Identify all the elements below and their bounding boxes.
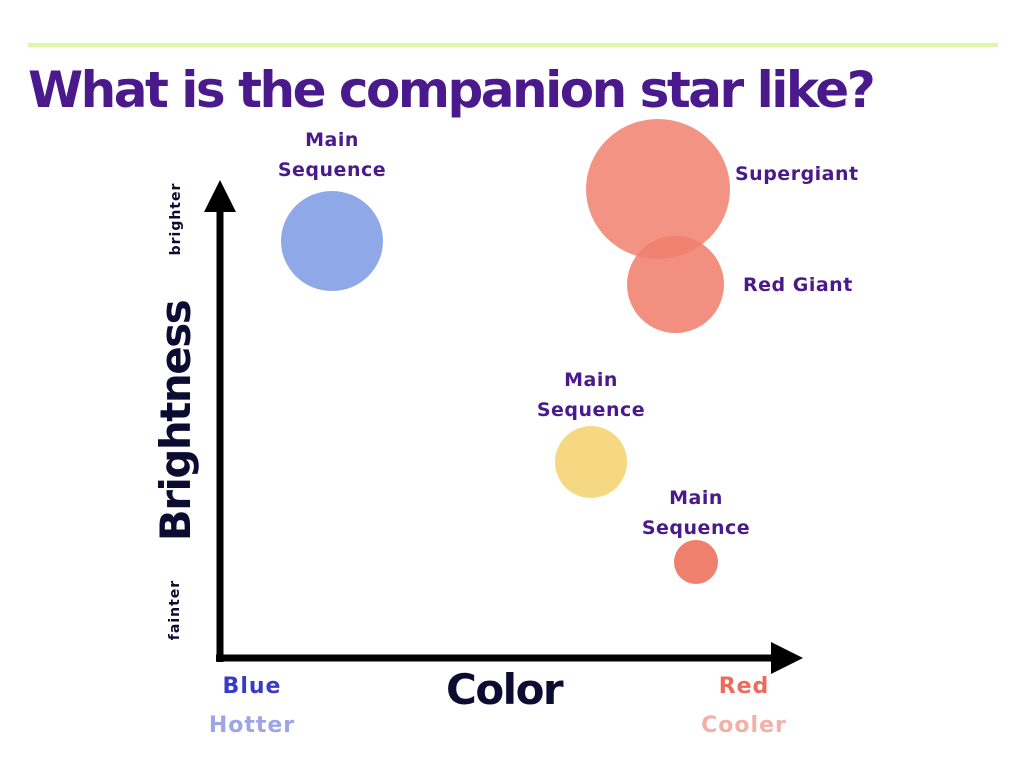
x-axis-right-sublabel: Cooler (701, 713, 787, 738)
x-axis-left-label: Blue (222, 674, 282, 699)
label-blue-main-sequence: Main Sequence (262, 125, 402, 185)
label-yellow-main-sequence: Main Sequence (521, 365, 661, 425)
star-red-main-sequence (674, 540, 718, 584)
x-axis-left-sublabel: Hotter (208, 713, 296, 738)
y-axis-top-label: brighter (168, 182, 184, 256)
star-supergiant (586, 119, 730, 259)
x-axis-title: Color (446, 665, 564, 714)
label-line-2: Sequence (641, 517, 751, 539)
label-line-1: Main (669, 487, 723, 509)
label-line-1: Main (305, 129, 359, 151)
label-supergiant: Supergiant (735, 163, 859, 185)
label-line-1: Main (564, 369, 618, 391)
x-axis-right-label: Red (718, 674, 770, 699)
label-red-giant: Red Giant (743, 274, 853, 296)
y-axis-title: Brightness (151, 300, 200, 542)
slide-title: What is the companion star like? (28, 61, 876, 119)
x-axis-arrowhead (771, 642, 803, 674)
star-blue-main-sequence (281, 191, 383, 291)
top-divider (28, 43, 998, 47)
star-red-giant (627, 236, 724, 333)
star-yellow-main-sequence (555, 426, 627, 498)
label-line-2: Sequence (536, 399, 646, 421)
y-axis-arrowhead (204, 180, 236, 212)
label-line-2: Sequence (277, 159, 387, 181)
label-red-main-sequence: Main Sequence (626, 483, 766, 543)
y-axis-bottom-label: fainter (167, 579, 183, 641)
